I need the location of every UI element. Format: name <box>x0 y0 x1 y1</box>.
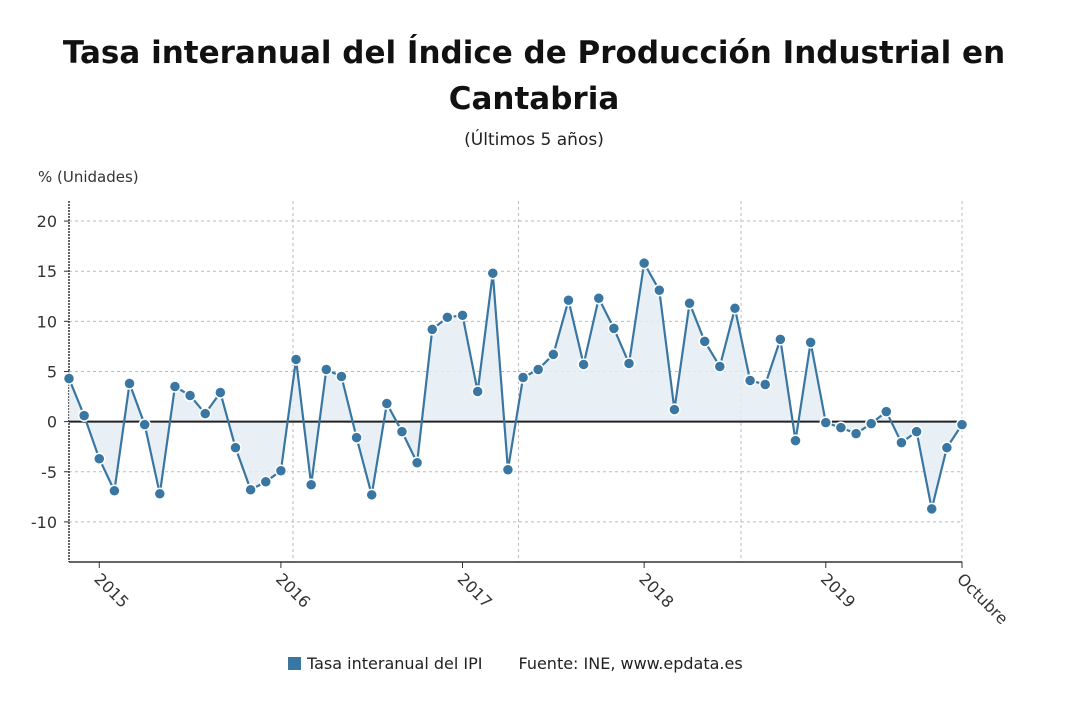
y-tick-label: 0 <box>47 413 57 432</box>
data-point <box>138 418 151 431</box>
data-point <box>849 427 863 440</box>
data-point <box>758 378 772 391</box>
data-point <box>531 363 545 376</box>
x-tick-label: 2016 <box>272 569 314 611</box>
data-point <box>774 333 787 346</box>
data-point <box>108 484 121 498</box>
data-point <box>592 292 605 305</box>
data-point <box>622 357 636 370</box>
data-point <box>350 431 363 444</box>
y-tick-label: -10 <box>31 513 57 532</box>
data-point <box>335 370 348 383</box>
data-point <box>501 463 515 476</box>
data-point <box>62 372 76 385</box>
y-tick-label: 10 <box>37 312 57 331</box>
chart-subtitle: (Últimos 5 años) <box>464 130 604 150</box>
legend: Tasa interanual del IPI Fuente: INE, www… <box>288 654 743 673</box>
data-point <box>410 456 424 469</box>
data-point <box>698 335 711 348</box>
data-point <box>426 323 439 336</box>
data-point <box>259 475 273 489</box>
data-point <box>728 302 742 315</box>
chart-title: Tasa interanual del Índice de Producción… <box>62 35 1006 117</box>
data-point <box>441 311 454 324</box>
data-point <box>395 425 409 438</box>
data-point <box>789 434 802 447</box>
data-point <box>244 483 257 497</box>
data-point <box>471 385 484 398</box>
data-point <box>214 386 227 399</box>
data-point <box>304 478 318 492</box>
data-point <box>864 417 878 430</box>
data-point <box>925 502 938 516</box>
data-point <box>834 421 848 434</box>
y-axis-label: % (Unidades) <box>38 168 139 186</box>
y-tick-label: 15 <box>37 262 57 281</box>
data-point <box>940 441 954 454</box>
data-point <box>804 336 817 349</box>
data-point <box>365 488 378 502</box>
data-point <box>168 380 182 393</box>
data-point <box>93 452 106 465</box>
data-point <box>819 416 833 429</box>
x-tick-label: 2019 <box>817 569 859 611</box>
data-point <box>123 377 136 390</box>
x-tick-label: 2018 <box>635 569 677 611</box>
legend-series-label[interactable]: Tasa interanual del IPI <box>307 654 483 673</box>
y-tick-label: 20 <box>37 212 57 231</box>
data-point <box>320 363 333 376</box>
y-tick-label: 5 <box>47 362 57 381</box>
y-tick-label: -5 <box>41 463 57 482</box>
data-point <box>743 374 757 387</box>
data-point <box>456 309 469 322</box>
data-point <box>683 297 696 310</box>
data-point <box>955 418 969 431</box>
data-point <box>547 348 560 361</box>
data-point <box>516 371 530 384</box>
legend-swatch <box>288 657 301 670</box>
data-point <box>713 360 727 373</box>
data-point <box>153 487 167 501</box>
data-point <box>577 358 590 371</box>
x-tick-label: 2015 <box>90 569 132 611</box>
data-point <box>607 322 621 335</box>
data-point <box>77 409 91 422</box>
data-point <box>895 436 908 449</box>
data-point <box>183 389 197 402</box>
data-point <box>668 403 681 416</box>
data-point <box>562 294 575 307</box>
data-point <box>486 266 500 280</box>
data-point <box>289 353 303 366</box>
data-point <box>229 441 242 454</box>
data-point <box>637 256 651 270</box>
source-note: Fuente: INE, www.epdata.es <box>518 654 743 673</box>
data-point <box>653 283 666 297</box>
data-point <box>880 405 893 418</box>
data-point <box>380 397 394 410</box>
x-tick-label: Octubre <box>953 569 1012 628</box>
x-tick-label: 2017 <box>454 569 496 611</box>
data-point <box>274 464 288 477</box>
data-point <box>910 425 923 438</box>
data-point <box>198 407 212 420</box>
